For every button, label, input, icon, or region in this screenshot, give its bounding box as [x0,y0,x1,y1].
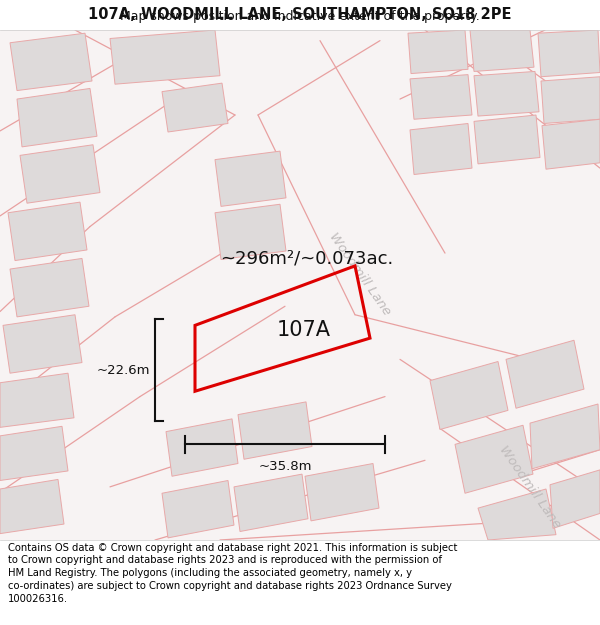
Polygon shape [410,74,472,119]
Polygon shape [530,404,600,469]
Polygon shape [20,145,100,203]
Polygon shape [0,479,64,534]
Polygon shape [17,88,97,147]
Polygon shape [474,71,539,116]
Polygon shape [0,426,68,481]
Text: Map shows position and indicative extent of the property.: Map shows position and indicative extent… [120,11,480,23]
Polygon shape [542,119,600,169]
Polygon shape [430,361,508,429]
Polygon shape [3,315,82,373]
Polygon shape [162,481,234,538]
Polygon shape [305,464,379,521]
Text: ~22.6m: ~22.6m [97,364,150,376]
Polygon shape [541,77,600,124]
Polygon shape [408,30,468,74]
Polygon shape [110,30,220,84]
Text: Woodmill Lane: Woodmill Lane [497,443,563,531]
Polygon shape [162,83,228,132]
Polygon shape [238,402,312,459]
Polygon shape [455,425,533,493]
Polygon shape [410,124,472,174]
Text: 107A: 107A [277,320,331,340]
Polygon shape [215,204,286,259]
Polygon shape [538,30,600,77]
Polygon shape [506,340,584,408]
Text: Woodmill Lane: Woodmill Lane [326,231,394,318]
Polygon shape [215,151,286,206]
Polygon shape [550,470,600,528]
Polygon shape [478,489,556,540]
Polygon shape [166,419,238,476]
Polygon shape [234,474,308,531]
Text: ~296m²/~0.073ac.: ~296m²/~0.073ac. [220,249,393,268]
Polygon shape [10,259,89,317]
Polygon shape [474,115,540,164]
Polygon shape [10,33,92,91]
Polygon shape [470,30,534,71]
Text: Contains OS data © Crown copyright and database right 2021. This information is : Contains OS data © Crown copyright and d… [8,542,457,604]
Text: ~35.8m: ~35.8m [258,460,312,473]
Text: 107A, WOODMILL LANE, SOUTHAMPTON, SO18 2PE: 107A, WOODMILL LANE, SOUTHAMPTON, SO18 2… [88,7,512,22]
Polygon shape [0,373,74,428]
Polygon shape [8,202,87,261]
